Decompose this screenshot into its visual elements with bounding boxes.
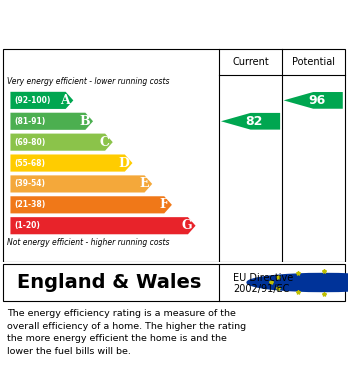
Text: Energy Efficiency Rating: Energy Efficiency Rating	[14, 14, 261, 32]
Polygon shape	[10, 196, 172, 213]
Text: E: E	[139, 178, 149, 190]
Polygon shape	[10, 92, 73, 109]
Text: (81-91): (81-91)	[14, 117, 45, 126]
Text: (39-54): (39-54)	[14, 179, 45, 188]
Polygon shape	[284, 92, 343, 109]
Text: Current: Current	[232, 57, 269, 67]
Text: Potential: Potential	[292, 57, 335, 67]
Text: (92-100): (92-100)	[14, 96, 50, 105]
Text: G: G	[181, 219, 192, 232]
Text: 96: 96	[308, 94, 325, 107]
Text: (1-20): (1-20)	[14, 221, 40, 230]
Polygon shape	[10, 176, 152, 192]
Text: 2002/91/EC: 2002/91/EC	[233, 283, 290, 294]
Text: F: F	[159, 198, 168, 211]
Text: A: A	[60, 94, 70, 107]
Text: England & Wales: England & Wales	[17, 273, 202, 292]
Text: The energy efficiency rating is a measure of the
overall efficiency of a home. T: The energy efficiency rating is a measur…	[7, 309, 246, 355]
Text: C: C	[99, 136, 109, 149]
Text: Not energy efficient - higher running costs: Not energy efficient - higher running co…	[7, 238, 169, 248]
Text: B: B	[79, 115, 89, 128]
Text: EU Directive: EU Directive	[233, 273, 293, 283]
Polygon shape	[221, 113, 280, 130]
Polygon shape	[10, 134, 113, 151]
Polygon shape	[10, 113, 93, 130]
Text: D: D	[118, 156, 129, 170]
Text: (69-80): (69-80)	[14, 138, 45, 147]
Text: (55-68): (55-68)	[14, 158, 45, 168]
Text: Very energy efficient - lower running costs: Very energy efficient - lower running co…	[7, 77, 169, 86]
Circle shape	[247, 273, 348, 292]
Polygon shape	[10, 154, 133, 172]
Polygon shape	[10, 217, 196, 234]
Text: (21-38): (21-38)	[14, 200, 45, 209]
Text: 82: 82	[245, 115, 263, 128]
